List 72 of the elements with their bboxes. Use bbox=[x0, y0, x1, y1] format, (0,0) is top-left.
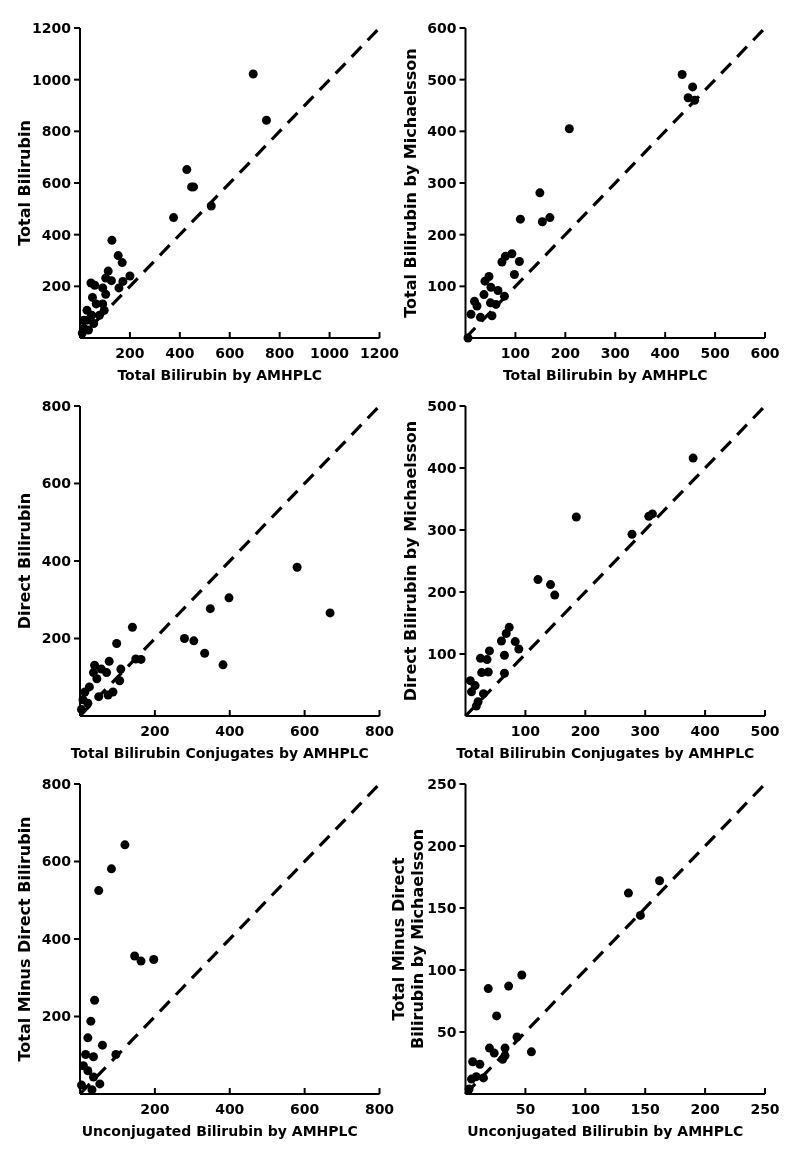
y-tick-label: 800 bbox=[41, 397, 72, 414]
y-tick-label: 200 bbox=[427, 226, 457, 243]
y-tick-label: 600 bbox=[427, 19, 457, 36]
y-tick-label: 250 bbox=[427, 775, 457, 792]
x-tick-label: 400 bbox=[215, 723, 245, 739]
y-tick-label: 200 bbox=[41, 630, 72, 647]
x-tick-label: 500 bbox=[750, 723, 780, 739]
y-tick-label: 100 bbox=[427, 278, 457, 295]
y-axis-title: Total Minus Direct Bilirubin bbox=[15, 816, 34, 1062]
x-tick-label: 400 bbox=[650, 345, 681, 361]
x-tick-label: 400 bbox=[165, 345, 195, 361]
y-tick-label: 100 bbox=[427, 645, 457, 662]
x-tick-label: 400 bbox=[215, 1101, 245, 1117]
x-tick-label: 600 bbox=[750, 345, 780, 361]
y-tick-label: 50 bbox=[437, 1023, 457, 1040]
y-tick-label: 200 bbox=[427, 837, 457, 854]
x-tick-label: 600 bbox=[215, 345, 245, 361]
y-tick-label: 600 bbox=[41, 174, 72, 191]
x-tick-label: 600 bbox=[290, 1101, 320, 1117]
x-tick-label: 200 bbox=[115, 345, 145, 361]
x-tick-label: 500 bbox=[700, 345, 730, 361]
y-tick-label: 1000 bbox=[32, 71, 72, 88]
x-tick-label: 200 bbox=[140, 1101, 170, 1117]
y-tick-label: 800 bbox=[41, 775, 72, 792]
y-tick-label: 300 bbox=[427, 174, 457, 191]
y-tick-label: 500 bbox=[427, 71, 457, 88]
y-axis-title: Direct Bilirubin bbox=[15, 492, 34, 630]
x-axis-title: Total Bilirubin Conjugates by AMHPLC bbox=[70, 745, 369, 761]
x-tick-label: 100 bbox=[500, 345, 531, 361]
y-tick-label: 100 bbox=[427, 961, 457, 978]
x-tick-label: 400 bbox=[690, 723, 720, 739]
x-tick-label: 600 bbox=[290, 723, 320, 739]
x-tick-label: 200 bbox=[550, 345, 581, 361]
x-tick-label: 100 bbox=[570, 1101, 601, 1117]
x-axis-title: Unconjugated Bilirubin by AMHPLC bbox=[81, 1123, 358, 1139]
x-tick-label: 200 bbox=[570, 723, 601, 739]
x-axis-title: Total Bilirubin Conjugates by AMHPLC bbox=[456, 745, 755, 761]
y-tick-label: 400 bbox=[41, 226, 72, 243]
x-tick-label: 300 bbox=[630, 723, 661, 739]
y-axis-title: Total Minus Direct Bilirubin by Michaelsson bbox=[388, 828, 427, 1050]
x-tick-label: 200 bbox=[140, 723, 170, 739]
y-tick-label: 200 bbox=[41, 1008, 72, 1025]
y-axis-title: Total Bilirubin by Michaelsson bbox=[400, 48, 420, 318]
x-tick-label: 300 bbox=[600, 345, 631, 361]
x-tick-label: 800 bbox=[364, 723, 395, 739]
y-tick-label: 300 bbox=[427, 521, 457, 538]
y-tick-label: 200 bbox=[427, 583, 457, 600]
y-axis-title: Total Bilirubin bbox=[15, 120, 34, 246]
x-tick-label: 150 bbox=[630, 1101, 661, 1117]
y-tick-label: 400 bbox=[427, 459, 457, 476]
x-tick-label: 800 bbox=[265, 345, 295, 361]
x-tick-label: 1200 bbox=[360, 345, 400, 361]
x-tick-label: 1000 bbox=[310, 345, 350, 361]
x-tick-label: 200 bbox=[690, 1101, 720, 1117]
y-tick-label: 150 bbox=[427, 899, 457, 916]
x-axis-title: Total Bilirubin by AMHPLC bbox=[502, 367, 708, 383]
y-tick-label: 1200 bbox=[32, 19, 72, 36]
y-tick-label: 400 bbox=[41, 930, 72, 947]
x-tick-label: 800 bbox=[364, 1101, 395, 1117]
x-tick-label: 100 bbox=[510, 723, 541, 739]
y-axis-title: Direct Bilirubin by Michaelsson bbox=[400, 420, 420, 702]
y-tick-label: 400 bbox=[427, 123, 457, 140]
y-tick-label: 600 bbox=[41, 853, 72, 870]
x-axis-title: Total Bilirubin by AMHPLC bbox=[117, 367, 323, 383]
x-tick-label: 50 bbox=[515, 1101, 536, 1117]
y-tick-label: 200 bbox=[41, 278, 72, 295]
y-tick-label: 800 bbox=[41, 123, 72, 140]
y-tick-label: 400 bbox=[41, 552, 72, 569]
x-axis-title: Unconjugated Bilirubin by AMHPLC bbox=[467, 1123, 744, 1139]
y-tick-label: 600 bbox=[41, 475, 72, 492]
y-tick-label: 500 bbox=[427, 397, 457, 414]
x-tick-label: 250 bbox=[750, 1101, 780, 1117]
